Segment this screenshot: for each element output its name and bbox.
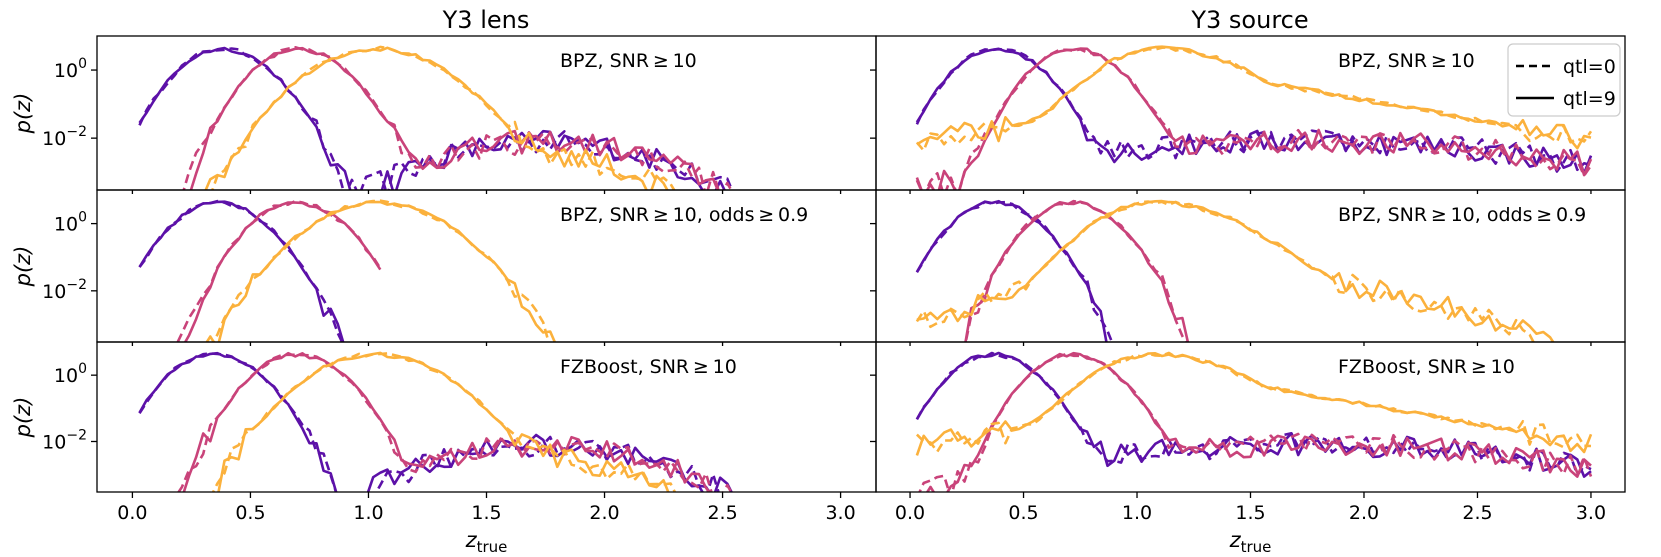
panel-frame <box>96 35 877 191</box>
series-line-bin2-qtl9 <box>915 47 1593 190</box>
x-tick-label: 2.0 <box>589 502 619 524</box>
y-tick-label: 100 <box>54 210 87 236</box>
legend: qtl=0 qtl=9 <box>1507 43 1621 117</box>
x-tick-label: 1.5 <box>471 502 501 524</box>
series-line-bin2-qtl9 <box>182 351 711 492</box>
series-line-bin2-qtl9 <box>183 201 382 342</box>
panel-label: FZBoost, SNR ≥ 10 <box>1338 356 1515 378</box>
x-tick-label: 0.5 <box>1008 502 1038 524</box>
x-axis-label: ztrue <box>465 528 508 556</box>
x-tick-label: 1.5 <box>1235 502 1265 524</box>
panel-label: BPZ, SNR ≥ 10, odds ≥ 0.9 <box>1338 204 1586 226</box>
series-line-bin3-qtl9 <box>217 351 670 492</box>
series-line-bin3-qtl9 <box>915 352 1593 456</box>
series-line-bin1-qtl9 <box>138 351 733 492</box>
series-line-bin3-qtl9 <box>204 46 669 190</box>
series-line-bin2-qtl0 <box>915 48 1593 190</box>
x-tick-label: 1.0 <box>1122 502 1152 524</box>
column-title-lens: Y3 lens <box>442 6 530 34</box>
series-line-bin3-qtl9 <box>205 200 557 342</box>
series-line-bin2-qtl9 <box>189 46 720 190</box>
y-tick-exponent: −2 <box>66 427 87 443</box>
series-line-bin3-qtl9 <box>916 199 1555 342</box>
y-axis-label: p(z) <box>11 397 35 439</box>
series-line-bin1-qtl0 <box>915 47 1592 173</box>
panel-label: BPZ, SNR ≥ 10 <box>1338 50 1475 72</box>
panel-frame <box>96 341 877 493</box>
x-tick-label: 0.0 <box>117 502 147 524</box>
legend-label: qtl=0 <box>1563 56 1616 78</box>
series-line-bin1-qtl0 <box>915 200 1114 342</box>
x-tick-label: 2.0 <box>1349 502 1379 524</box>
x-tick-label: 0.5 <box>235 502 265 524</box>
y-tick-exponent: 0 <box>78 56 87 72</box>
panel-label: FZBoost, SNR ≥ 10 <box>560 356 737 378</box>
x-tick-label: 3.0 <box>825 502 855 524</box>
panel-label: BPZ, SNR ≥ 10 <box>560 50 697 72</box>
series-line-bin1-qtl9 <box>915 199 1108 342</box>
x-axis-label: ztrue <box>1229 528 1272 556</box>
y-tick-label: 10−2 <box>42 277 87 303</box>
series-line-bin3-qtl0 <box>211 199 550 342</box>
x-tick-label: 2.5 <box>1462 502 1492 524</box>
series-line-bin3-qtl0 <box>915 46 1593 152</box>
column-title-source: Y3 source <box>1190 6 1308 34</box>
legend-label: qtl=9 <box>1563 88 1616 110</box>
panel-label: BPZ, SNR ≥ 10, odds ≥ 0.9 <box>560 204 808 226</box>
series-line-bin1-qtl9 <box>915 47 1593 175</box>
y-tick-exponent: −2 <box>66 124 87 140</box>
y-tick-label: 100 <box>54 56 87 82</box>
series-line-bin2-qtl9 <box>925 351 1592 492</box>
y-axis-label: p(z) <box>11 93 35 135</box>
y-tick-label: 100 <box>54 361 87 387</box>
series-line-bin1-qtl9 <box>138 200 345 342</box>
series-line-bin2-qtl9 <box>964 200 1190 342</box>
y-axis-label: p(z) <box>11 246 35 288</box>
panel-grid: 100 10−2 p(z) BPZ, SNR ≥ 10 BPZ, SNR ≥ 10 100… <box>11 35 1626 556</box>
x-tick-label: 2.5 <box>707 502 737 524</box>
y-tick-label: 10−2 <box>42 124 87 150</box>
y-tick-exponent: −2 <box>66 277 87 293</box>
y-tick-label: 10−2 <box>42 427 87 453</box>
series-line-bin2-qtl0 <box>964 199 1188 342</box>
x-tick-label: 1.0 <box>353 502 383 524</box>
y-tick-exponent: 0 <box>78 361 87 377</box>
x-tick-label: 0.0 <box>895 502 925 524</box>
x-tick-label: 3.0 <box>1576 502 1606 524</box>
y-tick-exponent: 0 <box>78 210 87 226</box>
series-line-bin3-qtl9 <box>916 45 1592 150</box>
